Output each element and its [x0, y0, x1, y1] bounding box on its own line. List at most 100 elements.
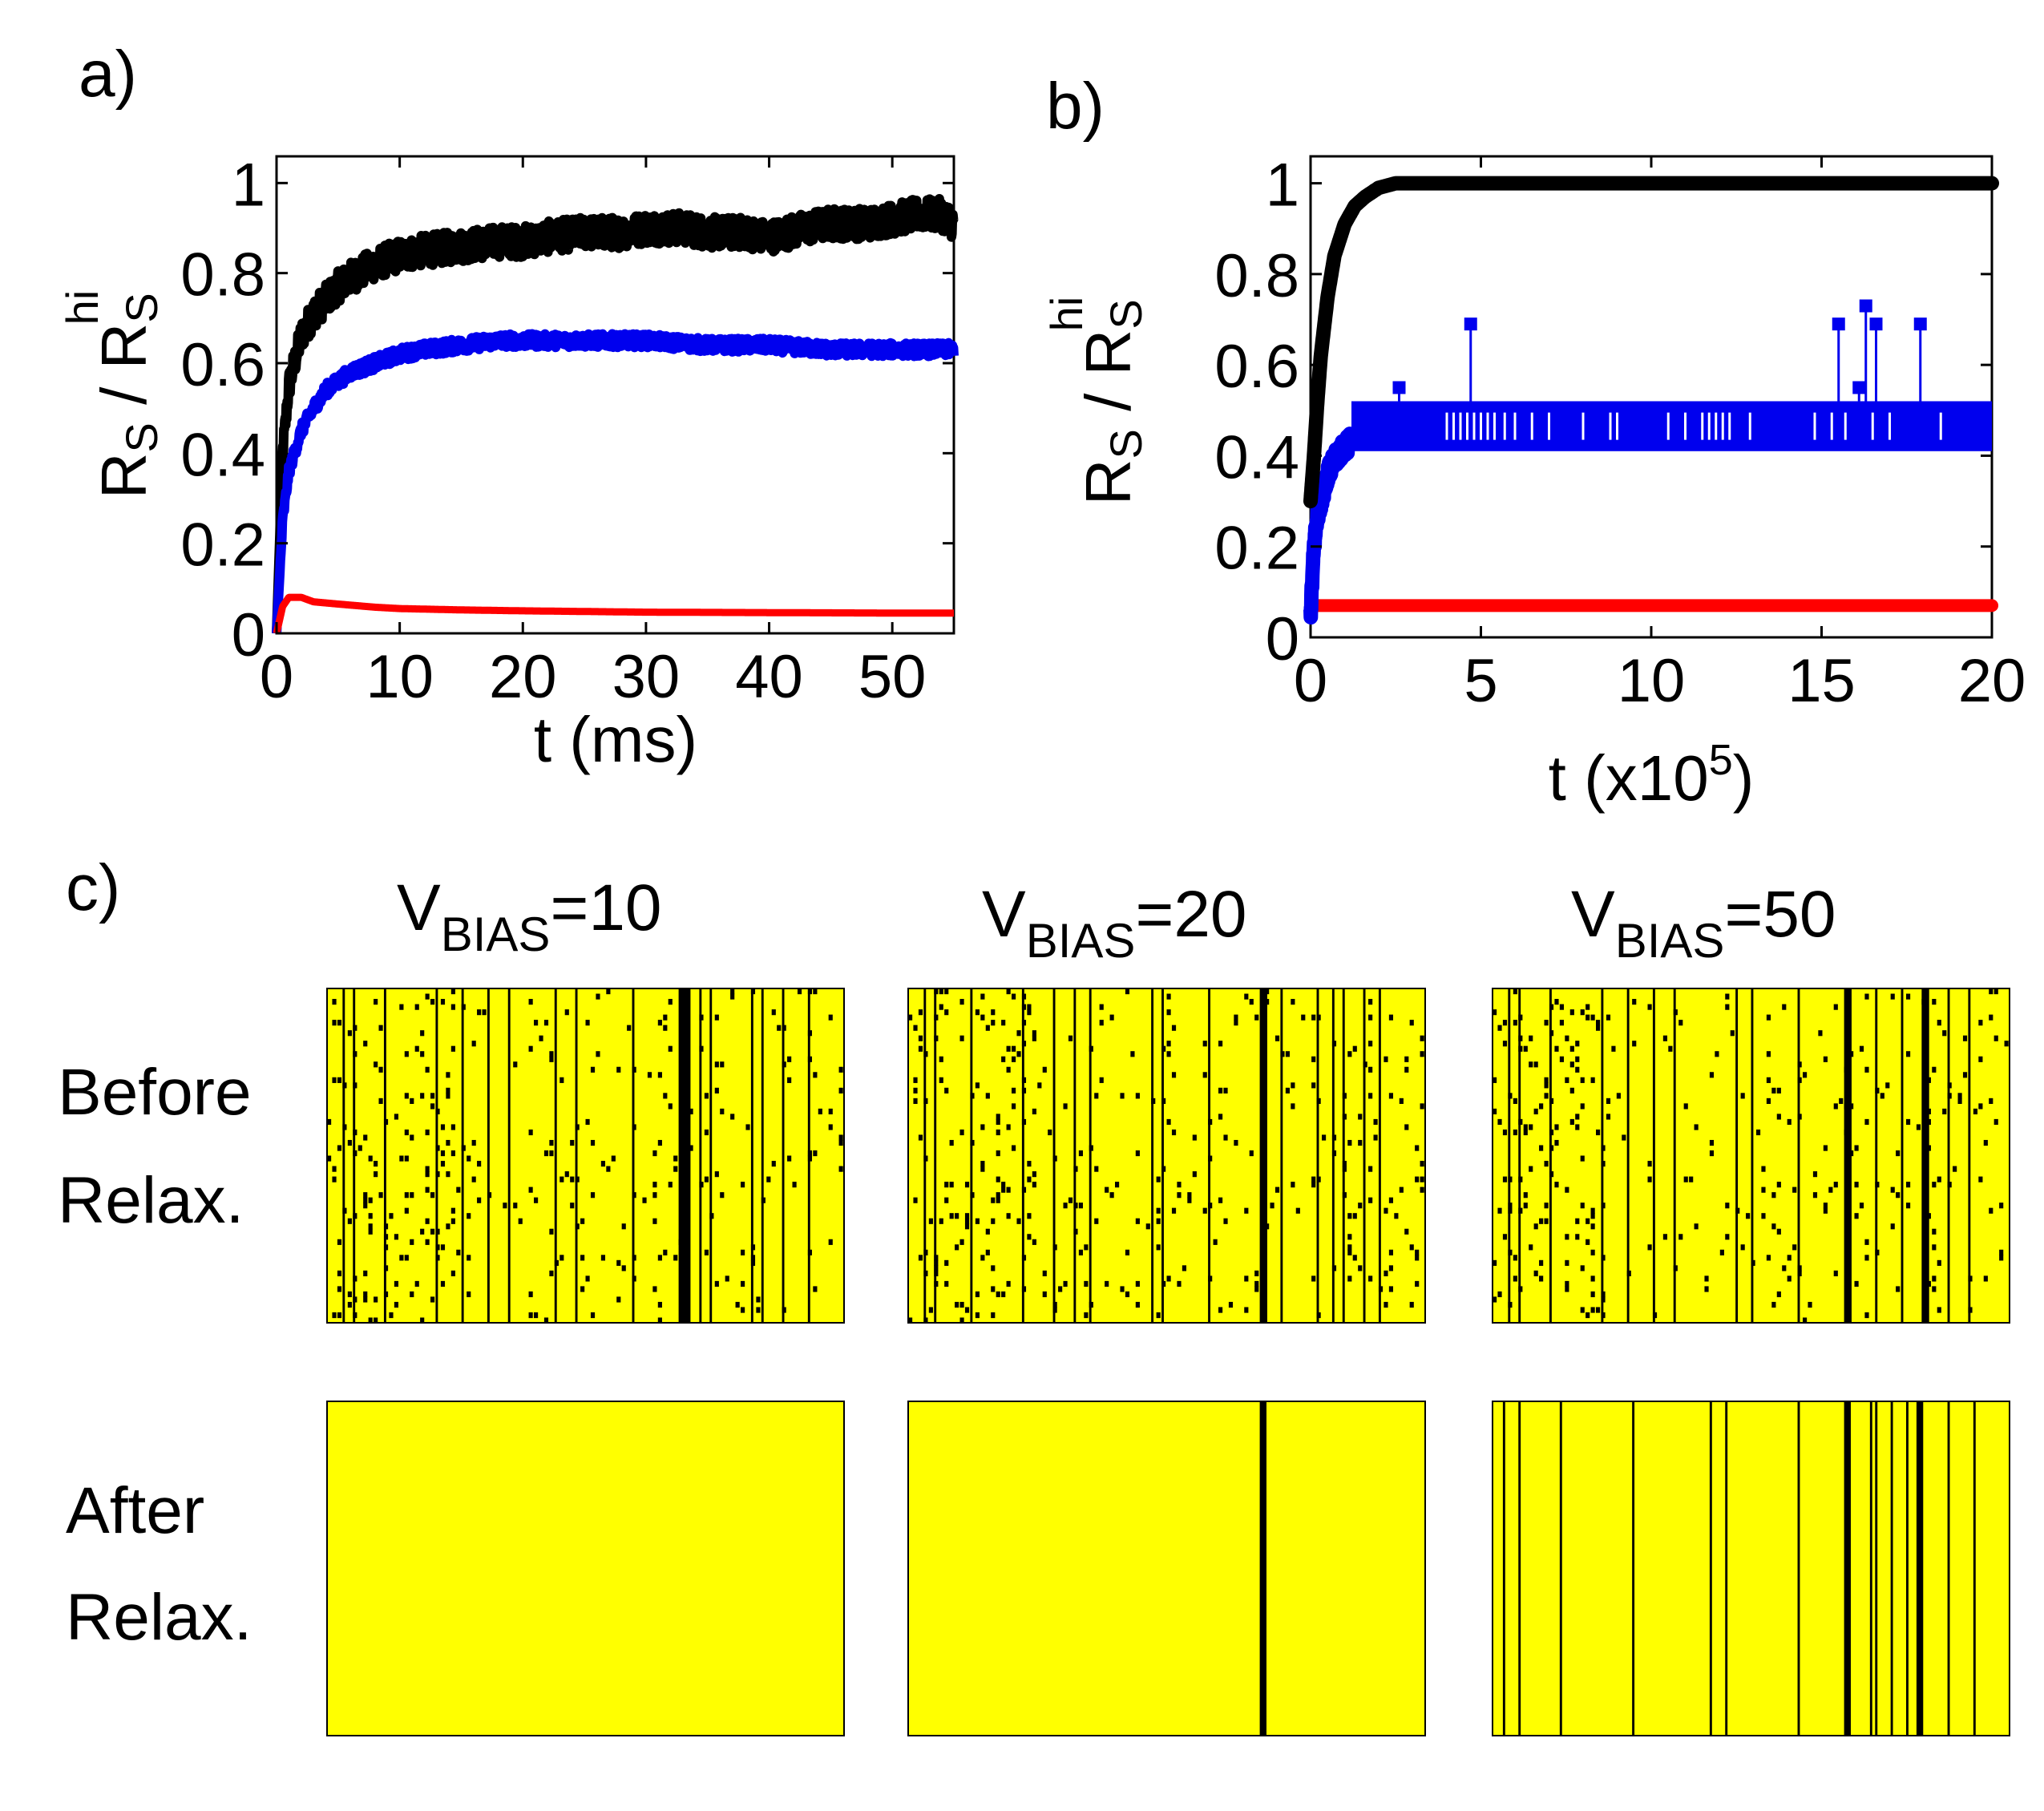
heatmap-cell	[1833, 1004, 1838, 1010]
heatmap-cell	[1001, 1020, 1006, 1026]
panel-a-ytick-label-3: 0.6	[180, 331, 265, 399]
heatmap-line-before-1-15	[761, 988, 764, 1323]
heatmap-cell	[1575, 1056, 1580, 1062]
heatmap-cell	[1508, 1301, 1513, 1308]
heatmap-cell	[378, 1098, 383, 1104]
heatmap-cell	[1539, 1259, 1544, 1266]
heatmap-cell	[1864, 1066, 1869, 1073]
heatmap-cell	[1978, 1020, 1983, 1026]
heatmap-line-before-3-10	[1844, 988, 1851, 1323]
heatmap-cell	[1311, 1014, 1316, 1021]
heatmap-cell	[528, 1129, 533, 1136]
heatmap-cell	[913, 1098, 918, 1104]
heatmap-cell	[1342, 1114, 1347, 1120]
heatmap-cell	[1342, 1192, 1347, 1199]
heatmap-cell	[959, 1317, 964, 1324]
heatmap-cell	[1001, 1182, 1006, 1188]
heatmap-cell	[1523, 1129, 1528, 1136]
heatmap-line-before-1-11	[684, 988, 691, 1323]
heatmap-cell	[1006, 1045, 1011, 1052]
heatmap-cell	[1502, 1129, 1508, 1136]
heatmap-cell	[1208, 1203, 1213, 1209]
heatmap-line-after-3-12	[1916, 1401, 1924, 1736]
heatmap-cell	[745, 1124, 750, 1130]
heatmap-cell	[1715, 1051, 1719, 1057]
heatmap-cell	[1094, 1218, 1099, 1224]
panel-b-spike-marker-1	[1464, 317, 1477, 331]
heatmap-cell	[440, 1124, 446, 1130]
heatmap-cell	[570, 1203, 575, 1209]
heatmap-cell	[1063, 1103, 1068, 1110]
heatmap-cell	[1776, 1291, 1781, 1298]
heatmap-cell	[928, 1218, 933, 1224]
heatmap-cell	[1177, 1280, 1182, 1288]
heatmap-cell	[1052, 1155, 1057, 1162]
heatmap-cell	[1513, 988, 1517, 995]
heatmap-cell	[1580, 1307, 1585, 1313]
heatmap-cell	[1254, 1286, 1259, 1292]
heatmap-cell	[1797, 1265, 1802, 1271]
heatmap-line-before-2-5	[1073, 988, 1077, 1323]
heatmap-cell	[939, 1077, 943, 1083]
heatmap-before-col-1	[326, 988, 845, 1324]
heatmap-cell	[1601, 1255, 1606, 1261]
heatmap-cell	[980, 1014, 985, 1021]
panel-label-c: c)	[66, 851, 120, 924]
heatmap-cell	[575, 1223, 580, 1230]
heatmap-cell	[1145, 1223, 1150, 1230]
heatmap-cell	[1978, 1056, 1983, 1062]
heatmap-cell	[1792, 1186, 1797, 1193]
heatmap-cell	[828, 1108, 833, 1115]
heatmap-cell	[699, 1014, 704, 1021]
heatmap-cell	[632, 1275, 636, 1282]
heatmap-cell	[374, 1296, 378, 1303]
heatmap-cell	[652, 1286, 657, 1292]
heatmap-cell	[332, 1077, 337, 1083]
heatmap-cell	[1099, 1020, 1104, 1026]
heatmap-cell	[1394, 1213, 1399, 1219]
heatmap-cell	[353, 1051, 357, 1057]
heatmap-cell	[1978, 1103, 1983, 1110]
heatmap-cell	[1689, 1176, 1694, 1182]
heatmap-bg-after-1	[326, 1401, 845, 1736]
heatmap-cell	[807, 988, 813, 995]
heatmap-cell	[590, 1139, 596, 1146]
heatmap-line-before-2-7	[1151, 988, 1154, 1323]
heatmap-cell	[1854, 1213, 1859, 1219]
heatmap-cell	[663, 1014, 668, 1021]
heatmap-cell	[1864, 1239, 1869, 1245]
heatmap-cell	[606, 988, 611, 995]
heatmap-cell	[337, 1286, 342, 1292]
heatmap-line-before-1-12	[699, 988, 702, 1323]
heatmap-cell	[1544, 1077, 1549, 1083]
heatmap-cell	[461, 1145, 466, 1151]
heatmap-cell	[590, 1192, 596, 1199]
heatmap-cell	[699, 1045, 704, 1052]
heatmap-cell	[975, 1009, 980, 1016]
heatmap-cell	[1105, 1186, 1109, 1193]
heatmap-cell	[1559, 1056, 1565, 1062]
panel-b-ylabel-den-sub: S	[1101, 299, 1151, 329]
heatmap-cell	[1533, 1223, 1538, 1230]
heatmap-cell	[1099, 1077, 1104, 1083]
heatmap-cell	[1601, 1145, 1606, 1151]
heatmap-cell	[750, 1244, 756, 1251]
heatmap-cell	[353, 1082, 357, 1089]
heatmap-cell	[657, 1139, 662, 1146]
heatmap-cell	[1213, 1239, 1218, 1245]
heatmap-cell	[996, 1129, 1000, 1136]
heatmap-cell	[1420, 1161, 1424, 1167]
heatmap-cell	[792, 1182, 797, 1188]
heatmap-cell	[1725, 1234, 1730, 1240]
heatmap-cell	[980, 1161, 985, 1167]
heatmap-cell	[632, 1124, 636, 1130]
panel-a-ylabel-base-sub: S	[116, 422, 167, 452]
heatmap-cell	[689, 1145, 693, 1151]
heatmap-cell	[1937, 1307, 1941, 1313]
heatmap-line-before-1-9	[632, 988, 635, 1323]
heatmap-cell	[1569, 1009, 1574, 1016]
panel-a-plot-frame	[275, 155, 955, 635]
heatmap-cell	[673, 1155, 678, 1162]
heatmap-cell	[446, 1093, 450, 1099]
